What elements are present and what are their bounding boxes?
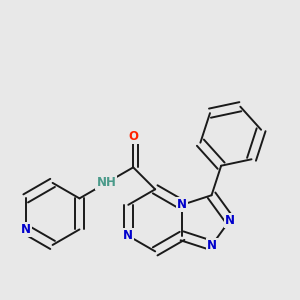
- Text: N: N: [21, 223, 31, 236]
- Text: NH: NH: [96, 176, 116, 189]
- Text: N: N: [225, 214, 235, 227]
- Text: N: N: [123, 230, 133, 242]
- Text: N: N: [177, 198, 187, 211]
- Text: O: O: [128, 130, 138, 143]
- Text: N: N: [207, 239, 217, 252]
